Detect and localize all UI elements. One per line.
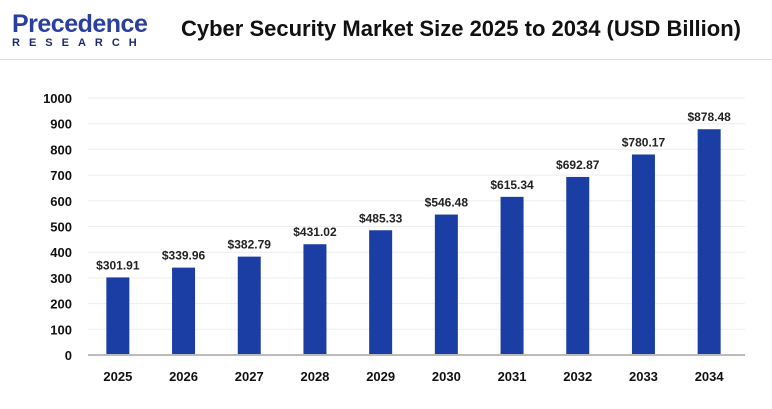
x-tick-label: 2033 [629,369,658,384]
x-tick-label: 2030 [432,369,461,384]
x-tick-label: 2031 [498,369,527,384]
y-tick-label: 500 [50,220,72,235]
y-tick-label: 600 [50,194,72,209]
y-tick-label: 0 [65,348,72,363]
logo-line2: RESEARCH [12,37,146,49]
y-tick-label: 700 [50,168,72,183]
y-tick-label: 800 [50,142,72,157]
logo-line1: Precedence [12,10,148,38]
bar [566,176,590,355]
x-tick-label: 2029 [366,369,395,384]
data-label: $780.17 [622,135,666,149]
x-tick-label: 2028 [300,369,329,384]
x-tick-label: 2026 [169,369,198,384]
x-tick-label: 2032 [563,369,592,384]
bar [434,214,458,355]
x-tick-label: 2027 [235,369,264,384]
header-divider [0,59,772,60]
data-label: $615.34 [490,178,534,192]
bar [697,129,721,355]
chart-title: Cyber Security Market Size 2025 to 2034 … [181,16,741,41]
data-label: $339.96 [162,249,206,263]
bar [500,196,524,355]
bar [106,277,130,355]
y-tick-label: 900 [50,117,72,132]
logo: Precedence RESEARCH [12,10,148,50]
bar [631,154,655,355]
data-label: $546.48 [425,196,469,210]
y-tick-label: 200 [50,297,72,312]
data-label: $431.02 [293,225,337,239]
bar [237,256,261,355]
data-label: $382.79 [228,238,272,252]
x-tick-label: 2025 [103,369,132,384]
data-label: $878.48 [687,110,731,124]
bar [303,244,327,355]
y-tick-label: 1000 [43,91,72,106]
y-tick-label: 300 [50,271,72,286]
x-tick-label: 2034 [695,369,725,384]
y-tick-label: 100 [50,322,72,337]
bar [172,267,196,355]
bar [369,230,393,355]
data-label: $692.87 [556,158,600,172]
data-label: $301.91 [96,258,140,272]
y-tick-label: 400 [50,245,72,260]
data-label: $485.33 [359,211,403,225]
